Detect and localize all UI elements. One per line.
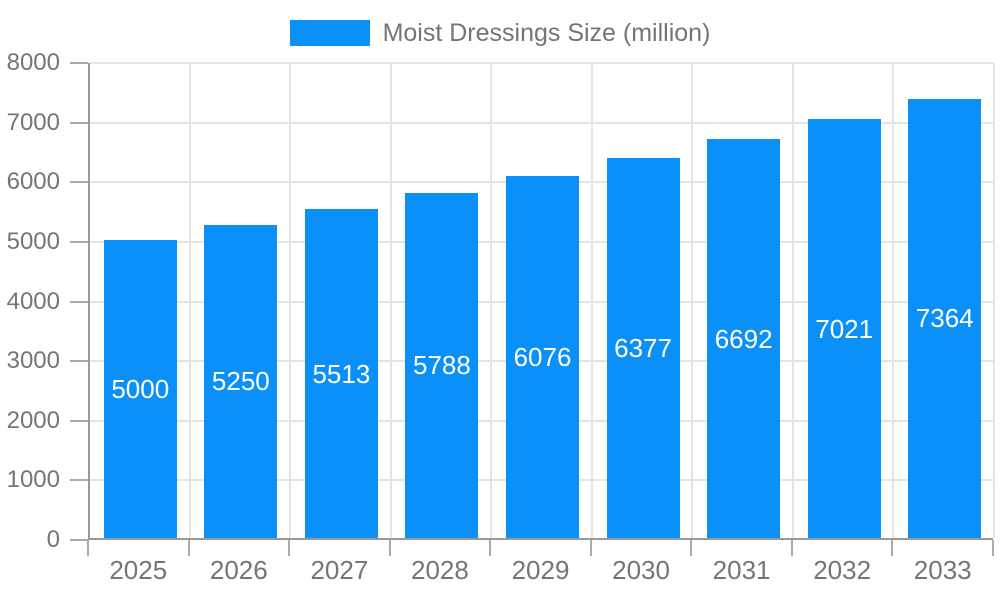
bar-value-label: 6692 [714, 323, 773, 354]
y-tick [70, 419, 88, 422]
y-tick [70, 300, 88, 303]
x-tick [489, 540, 491, 556]
bar-value-label: 5788 [413, 350, 471, 381]
x-tick [590, 540, 592, 556]
y-axis-label: 6000 [6, 168, 60, 196]
x-tick [791, 540, 793, 556]
y-axis-label: 2000 [6, 406, 60, 434]
bar: 6692 [707, 139, 781, 538]
x-tick [188, 540, 190, 556]
legend[interactable]: Moist Dressings Size (million) [0, 19, 1000, 47]
plot-area: 5000 5250 5513 5788 6076 6377 6692 7021 7364 [88, 62, 995, 540]
v-gridline [691, 63, 693, 538]
bar: 5000 [103, 239, 177, 538]
y-tick [70, 181, 88, 184]
y-axis-label: 8000 [6, 49, 60, 76]
x-tick [87, 540, 89, 556]
bar-value-label: 5250 [211, 366, 270, 397]
x-axis-label: 2030 [612, 555, 670, 585]
bar: 6377 [606, 157, 680, 538]
v-gridline [591, 63, 593, 538]
x-axis-label: 2029 [511, 555, 570, 585]
x-axis-label: 2025 [109, 555, 168, 585]
bar: 5250 [204, 224, 278, 538]
v-gridline [993, 63, 995, 538]
bar: 6076 [506, 175, 579, 538]
bar: 7364 [908, 98, 982, 538]
bar-value-label: 5513 [312, 358, 371, 389]
bar: 5513 [304, 209, 378, 538]
bar: 5788 [405, 192, 479, 538]
y-tick [70, 62, 88, 64]
y-axis-label: 4000 [6, 287, 60, 315]
y-tick [70, 121, 88, 124]
v-gridline [289, 63, 291, 538]
y-tick [70, 240, 88, 243]
x-tick [288, 540, 290, 556]
y-axis-label: 0 [46, 526, 60, 553]
bar-value-label: 7021 [815, 313, 874, 344]
bar-value-label: 6377 [614, 332, 672, 363]
x-axis-label: 2033 [913, 555, 972, 585]
y-tick [70, 479, 88, 482]
v-gridline [390, 63, 392, 538]
y-axis-label: 5000 [6, 227, 60, 255]
x-axis-label: 2032 [813, 555, 872, 585]
y-axis-label: 3000 [6, 347, 60, 375]
bar-value-label: 6076 [513, 341, 572, 372]
bar-value-label: 5000 [111, 373, 170, 404]
v-gridline [490, 63, 492, 538]
x-axis-label: 2031 [712, 555, 771, 585]
y-tick [70, 360, 88, 363]
x-tick [992, 540, 994, 556]
h-gridline [90, 62, 993, 64]
v-gridline [892, 63, 894, 538]
y-tick [70, 539, 88, 541]
y-axis-label: 1000 [6, 466, 60, 494]
y-axis-label: 7000 [6, 108, 60, 136]
x-axis-label: 2026 [209, 555, 268, 585]
x-tick [389, 540, 391, 556]
legend-label: Moist Dressings Size (million) [382, 18, 711, 47]
legend-swatch-icon [289, 20, 370, 46]
bar-value-label: 7364 [915, 303, 974, 334]
x-tick [891, 540, 893, 556]
v-gridline [189, 63, 191, 538]
v-gridline [792, 63, 794, 538]
x-tick [690, 540, 692, 556]
h-gridline [90, 121, 993, 124]
x-axis-label: 2028 [411, 555, 469, 585]
x-axis-label: 2027 [310, 555, 369, 585]
bar: 7021 [807, 119, 881, 538]
